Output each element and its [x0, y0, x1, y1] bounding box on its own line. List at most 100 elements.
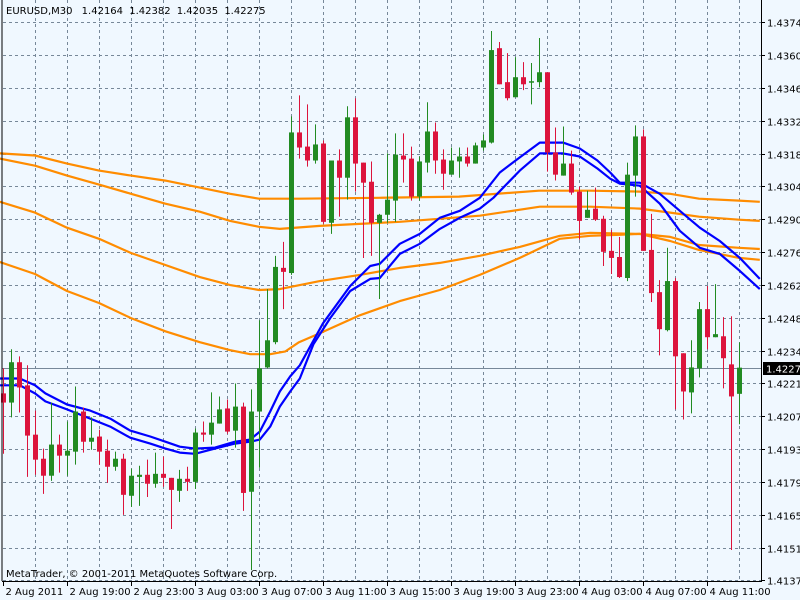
candle-bullish: [217, 396, 222, 424]
time-tick-label: 3 Aug 07:00: [262, 587, 323, 598]
candle-body: [137, 474, 142, 477]
price-axis[interactable]: 1.43740 1.43600 1.43460 1.43320 1.43180 1.430…: [761, 19, 800, 588]
candle-body: [233, 406, 238, 431]
candle-bullish: [529, 63, 534, 105]
candle-body: [489, 50, 494, 143]
candle-bullish: [625, 162, 630, 282]
candle-body: [721, 336, 726, 359]
candle-bearish: [321, 140, 326, 224]
candle-body: [689, 367, 694, 393]
candle-body: [177, 478, 182, 491]
price-tick-label: 1.43600: [767, 52, 800, 63]
candle-body: [713, 334, 718, 338]
candle-bullish: [481, 134, 486, 151]
candle-bearish: [25, 365, 30, 477]
bar-close: 1.42275: [224, 6, 265, 17]
grid-lines: [3, 0, 761, 581]
price-tick-label: 1.42345: [767, 348, 800, 359]
candle-body: [161, 473, 166, 478]
candle-bearish: [497, 42, 502, 85]
candle-bearish: [465, 147, 470, 167]
candle-bearish: [1, 368, 6, 454]
candle-bullish: [9, 349, 14, 418]
candle-body: [569, 163, 574, 193]
current-price-value: 1.42275: [766, 365, 800, 376]
candle-bullish: [585, 190, 590, 218]
candle-body: [313, 144, 318, 161]
candle-bullish: [473, 142, 478, 164]
candle-body: [465, 156, 470, 164]
candle-body: [441, 159, 446, 174]
candle-bullish: [697, 302, 702, 378]
candle-bullish: [153, 452, 158, 488]
candle-bearish: [729, 316, 734, 551]
candle-body: [321, 143, 326, 222]
candle-bearish: [353, 98, 358, 192]
bar-low: 1.42035: [177, 6, 218, 17]
candle-body: [329, 160, 334, 223]
symbol-timeframe: EURUSD,M30: [6, 6, 72, 17]
candle-bearish: [401, 133, 406, 183]
bar-high: 1.42382: [129, 6, 170, 17]
candle-body: [169, 477, 174, 490]
candle-bearish: [145, 459, 150, 497]
candle-bearish: [97, 429, 102, 465]
candle-bullish: [665, 247, 670, 332]
candle-bullish: [89, 417, 94, 450]
candle-body: [257, 368, 262, 412]
candle-body: [497, 48, 502, 85]
candle-body: [57, 444, 62, 456]
candle-body: [537, 72, 542, 83]
price-tick-label: 1.42905: [767, 216, 800, 227]
candle-bearish: [505, 53, 510, 101]
candle-body: [193, 432, 198, 482]
price-tick-label: 1.43740: [767, 19, 800, 30]
candle-bearish: [577, 186, 582, 240]
price-tick-label: 1.42765: [767, 249, 800, 260]
candle-body: [457, 156, 462, 162]
candle-body: [649, 249, 654, 294]
ma-orange-4-line: [0, 232, 760, 356]
ma-blue-1-line: [0, 141, 761, 450]
time-tick-label: 3 Aug 15:00: [390, 587, 451, 598]
candle-bearish: [121, 453, 126, 515]
time-tick-label: 4 Aug 03:00: [582, 587, 643, 598]
candle-bullish: [65, 421, 70, 476]
candle-bearish: [545, 72, 550, 172]
candle-body: [449, 160, 454, 175]
candle-body: [97, 436, 102, 452]
candle-body: [217, 409, 222, 424]
time-tick-label: 4 Aug 07:00: [646, 587, 707, 598]
candle-body: [113, 458, 118, 467]
candle-body: [609, 250, 614, 258]
price-tick-label: 1.43045: [767, 183, 800, 194]
candle-bullish: [345, 106, 350, 200]
candle-body: [49, 444, 54, 476]
time-axis[interactable]: 2 Aug 2011 2 Aug 19:00 2 Aug 23:00 3 Aug 03…: [3, 581, 771, 598]
candle-bullish: [209, 392, 214, 445]
time-tick-label: 4 Aug 11:00: [710, 587, 771, 598]
candle-bullish: [737, 342, 742, 425]
candle-body: [17, 362, 22, 388]
candle-bearish: [617, 236, 622, 278]
price-tick-label: 1.41790: [767, 479, 800, 490]
price-tick-label: 1.41930: [767, 446, 800, 457]
time-tick-label: 3 Aug 19:00: [454, 587, 515, 598]
copyright-text: MetaTrader, © 2001-2011 MetaQuotes Softw…: [6, 569, 277, 580]
candle-bullish: [193, 428, 198, 489]
candle-bearish: [33, 410, 38, 475]
candle-bullish: [249, 389, 254, 571]
current-price-label: 1.42275: [763, 362, 800, 376]
candle-bullish: [489, 30, 494, 144]
candle-bearish: [169, 477, 174, 530]
candle-bullish: [425, 102, 430, 173]
candle-body: [1, 393, 6, 403]
candle-body: [369, 181, 374, 223]
candle-body: [737, 367, 742, 394]
candle-bullish: [457, 147, 462, 178]
candle-bearish: [657, 280, 662, 356]
candle-body: [297, 132, 302, 148]
candle-bearish: [57, 434, 62, 473]
candle-body: [585, 209, 590, 218]
